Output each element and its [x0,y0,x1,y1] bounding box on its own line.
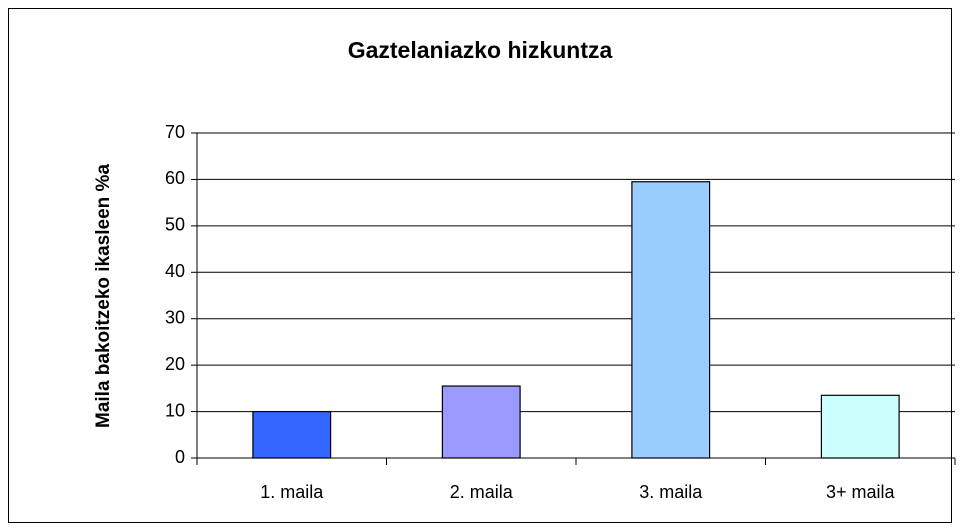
x-tick-label: 3. maila [639,482,703,502]
y-tick-label: 70 [165,122,185,142]
y-axis-title: Maila bakoitzeko ikasleen %a [93,164,114,428]
bar [252,410,332,459]
bar [631,181,711,459]
y-tick-label: 0 [175,447,185,467]
y-tick-label: 10 [165,400,185,420]
y-tick-label: 20 [165,354,185,374]
bar [441,385,521,459]
chart-title: Gaztelaniazko hizkuntza [348,37,613,63]
y-tick-label: 40 [165,261,185,281]
y-tick-label: 30 [165,307,185,327]
x-tick-label: 3+ maila [826,482,896,502]
y-tick-label: 50 [165,215,185,235]
x-tick-label: 2. maila [450,482,514,502]
y-tick-label: 60 [165,168,185,188]
x-tick-label: 1. maila [260,482,324,502]
bar [820,394,900,459]
